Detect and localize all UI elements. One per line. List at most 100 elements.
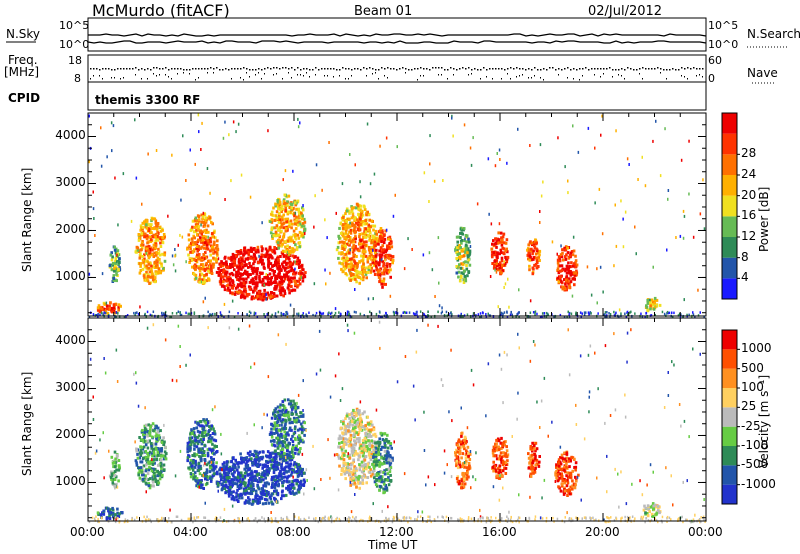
echo-cell <box>202 425 206 429</box>
ground-scatter-cell <box>604 311 607 314</box>
echo-cell <box>288 480 291 484</box>
echo-cell <box>379 235 382 239</box>
echo-cell <box>365 240 368 244</box>
scatter-cell <box>114 176 116 180</box>
nave-point <box>120 78 121 80</box>
ground-scatter-cell <box>322 312 325 315</box>
echo-cell <box>107 507 110 511</box>
echo-cell <box>224 491 227 495</box>
echo-cell <box>235 275 238 279</box>
echo-cell <box>203 458 207 462</box>
ground-scatter-cell <box>545 311 548 315</box>
echo-cell <box>281 467 284 471</box>
echo-cell <box>146 451 149 455</box>
echo-cell <box>142 233 146 237</box>
echo-cell <box>202 434 205 438</box>
echo-cell <box>255 272 259 276</box>
echo-cell <box>147 249 150 253</box>
freq-point <box>531 69 533 71</box>
echo-cell <box>193 264 196 268</box>
echo-cell <box>256 458 259 462</box>
echo-cell <box>282 232 286 236</box>
freq-point <box>618 69 620 71</box>
ground-scatter-cell <box>171 312 174 315</box>
echo-cell <box>358 260 361 264</box>
echo-cell <box>254 474 257 478</box>
echo-cell <box>365 276 368 280</box>
echo-cell <box>200 479 203 482</box>
echo-cell <box>294 282 297 286</box>
echo-cell <box>530 258 533 262</box>
ground-scatter-cell <box>541 315 543 318</box>
echo-cell <box>145 226 149 230</box>
scatter-cell <box>495 270 498 274</box>
echo-cell <box>150 469 154 473</box>
freq-point <box>621 68 623 70</box>
echo-cell <box>372 228 375 232</box>
scatter-cell <box>679 234 682 238</box>
echo-cell <box>188 257 192 261</box>
echo-cell <box>368 266 372 269</box>
echo-cell <box>270 500 273 504</box>
scatter-cell <box>518 288 520 292</box>
echo-cell <box>199 420 202 424</box>
echo-cell <box>258 450 262 454</box>
echo-cell <box>357 220 361 224</box>
echo-cell <box>262 294 266 298</box>
echo-cell <box>155 424 158 428</box>
echo-cell <box>340 244 344 248</box>
nave-point <box>567 77 568 79</box>
freq-point <box>642 67 644 69</box>
echo-cell <box>248 453 251 457</box>
echo-cell <box>281 238 284 242</box>
echo-cell <box>112 306 116 310</box>
nave-point <box>171 78 172 80</box>
echo-cell <box>221 476 225 480</box>
echo-cell <box>189 446 192 450</box>
ground-scatter-cell <box>363 314 365 317</box>
echo-cell <box>192 460 195 464</box>
echo-cell <box>243 484 247 487</box>
echo-cell <box>203 443 206 447</box>
scatter-cell <box>614 203 616 207</box>
echo-cell <box>138 451 142 455</box>
echo-cell <box>197 238 200 242</box>
echo-cell <box>303 433 306 437</box>
echo-cell <box>266 464 269 468</box>
echo-cell <box>241 477 245 481</box>
echo-cell <box>280 423 283 427</box>
freq-point <box>438 67 440 69</box>
echo-cell <box>233 470 236 474</box>
echo-cell <box>281 481 285 484</box>
echo-cell <box>109 301 112 305</box>
echo-cell <box>255 492 258 496</box>
echo-cell <box>195 221 199 225</box>
echo-cell <box>491 242 494 246</box>
ground-scatter-cell <box>88 315 91 319</box>
echo-cell <box>270 478 274 482</box>
echo-cell <box>287 275 290 279</box>
echo-cell <box>365 234 369 238</box>
echo-cell <box>286 244 289 248</box>
echo-cell <box>538 253 541 257</box>
echo-cell <box>118 261 121 264</box>
echo-cell <box>565 275 569 279</box>
echo-cell <box>147 468 150 472</box>
echo-cell <box>228 476 231 479</box>
echo-cell <box>195 484 198 488</box>
freq-point <box>597 68 599 70</box>
echo-cell <box>271 256 274 260</box>
echo-cell <box>223 274 227 278</box>
echo-cell <box>362 243 365 247</box>
ground-scatter-cell <box>296 312 298 316</box>
echo-cell <box>162 236 166 240</box>
echo-cell <box>194 267 197 271</box>
echo-cell <box>276 491 280 495</box>
freq-point <box>369 67 371 69</box>
echo-cell <box>111 515 115 519</box>
echo-cell <box>288 245 291 249</box>
echo-cell <box>251 271 255 275</box>
echo-cell <box>156 430 160 434</box>
echo-cell <box>300 474 304 477</box>
nave-point <box>168 76 169 78</box>
